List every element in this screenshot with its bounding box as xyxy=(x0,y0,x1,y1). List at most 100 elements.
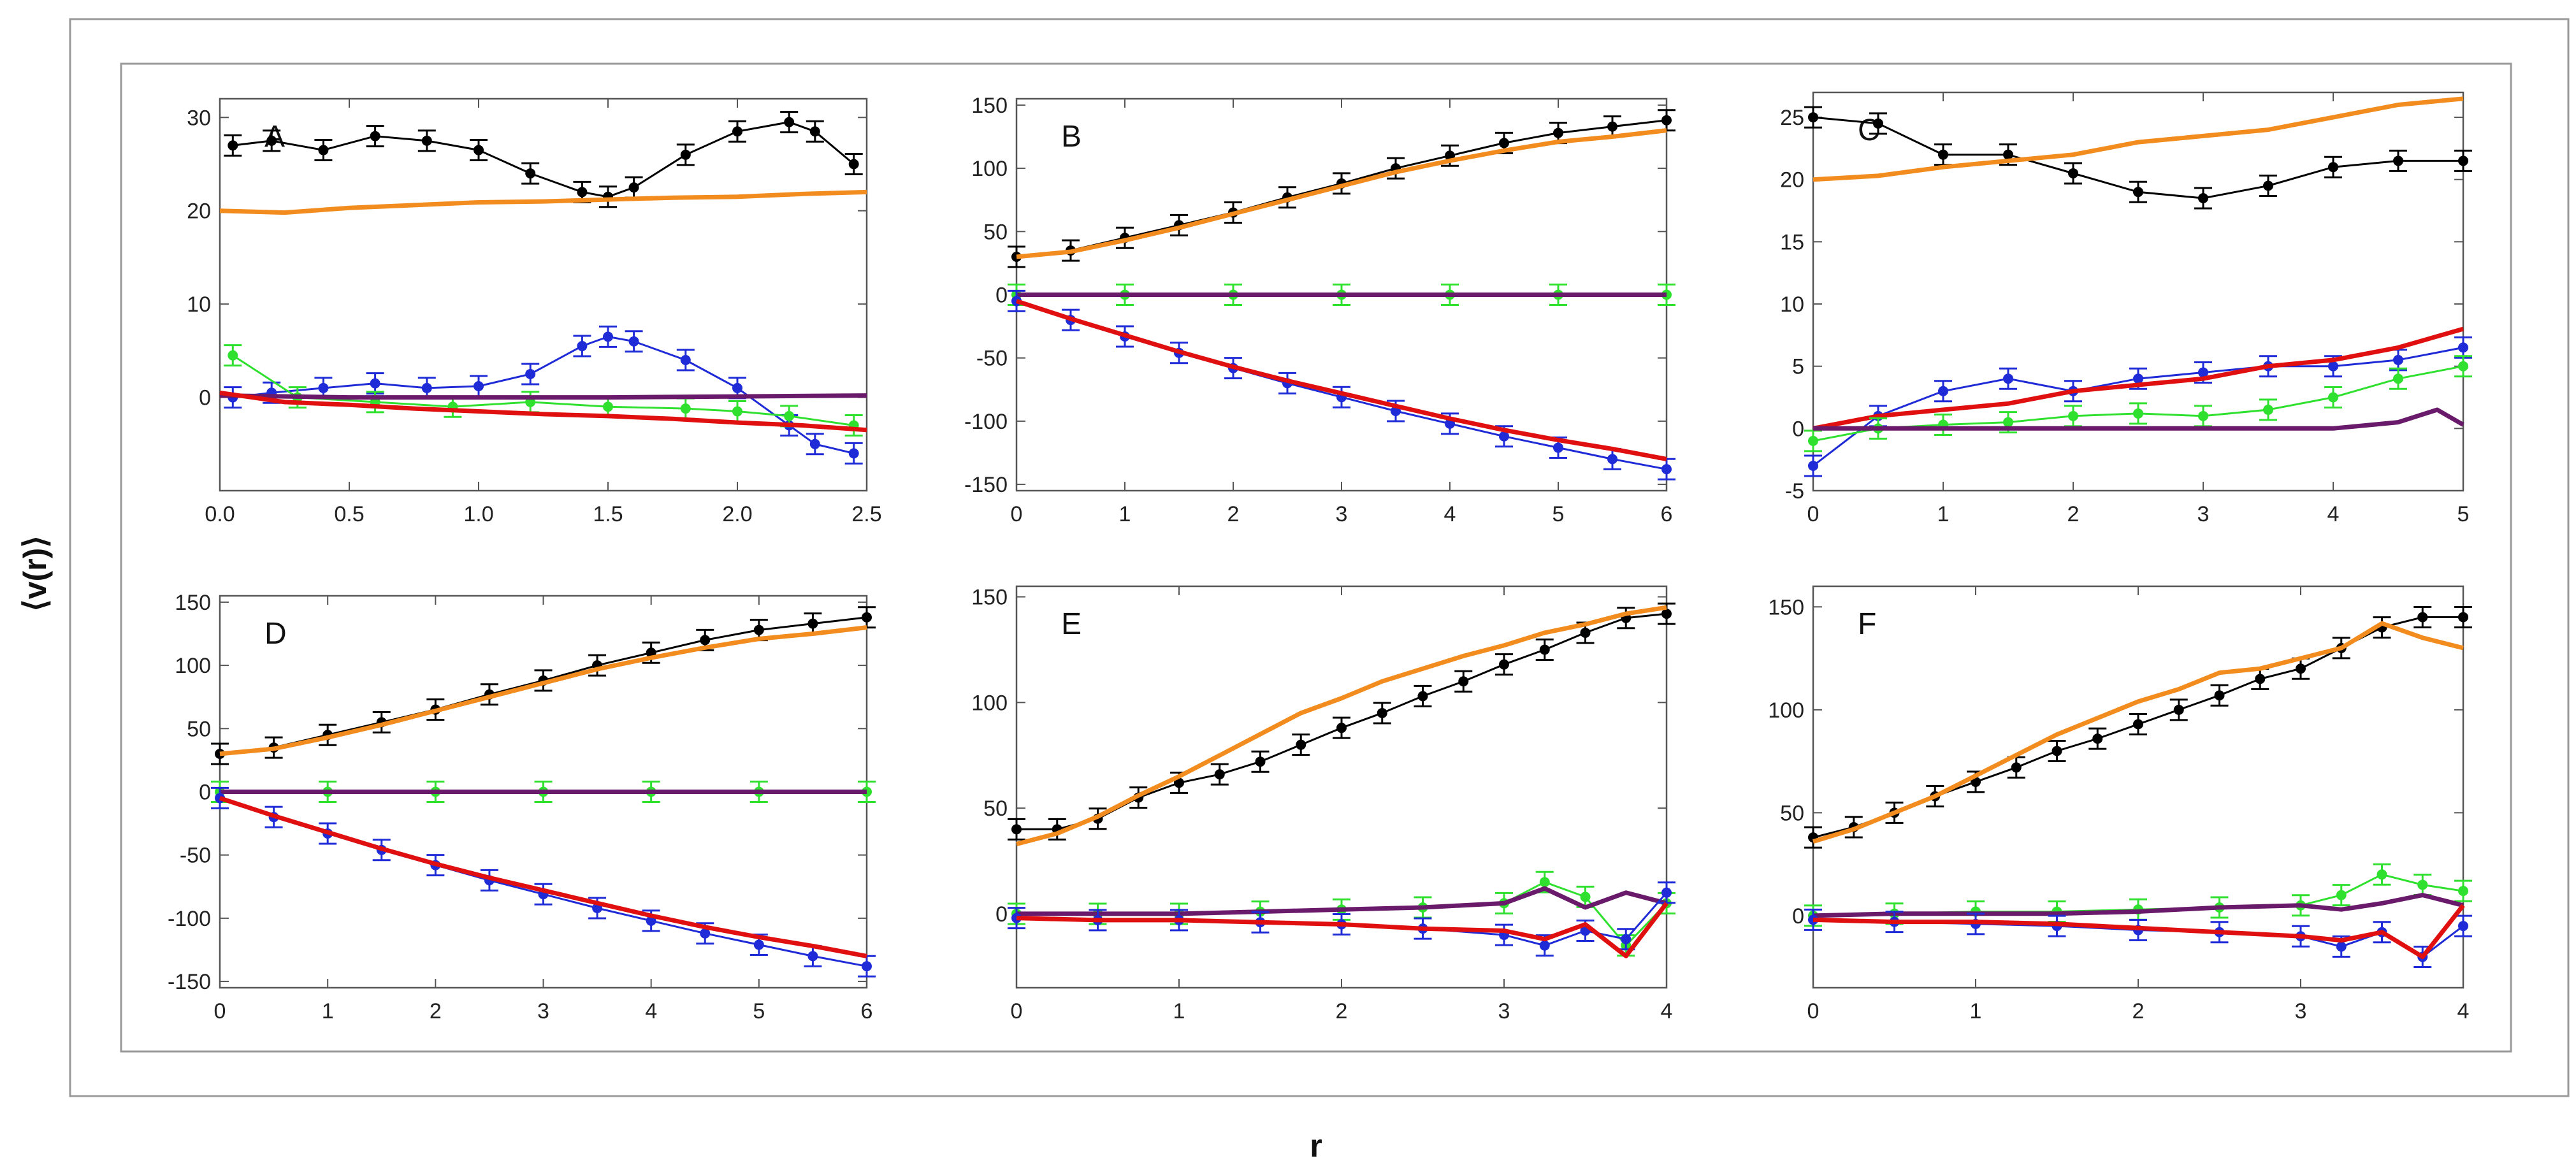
data-point xyxy=(2393,373,2403,384)
data-point xyxy=(2393,155,2403,166)
x-tick-label: 4 xyxy=(2327,502,2340,526)
data-point xyxy=(1621,934,1632,944)
data-point xyxy=(753,625,764,635)
series-line xyxy=(1016,605,1667,846)
data-point xyxy=(2458,886,2468,897)
data-point xyxy=(2003,373,2013,384)
series-line xyxy=(1813,326,2464,431)
panel-label: B xyxy=(1061,120,1082,154)
x-tick-label: 2 xyxy=(2132,999,2145,1023)
inner-frame xyxy=(120,62,2512,1053)
series-green-data xyxy=(1804,863,2472,927)
data-point xyxy=(1607,454,1617,465)
data-point xyxy=(1808,914,1818,925)
series-purple-model xyxy=(1813,893,2464,918)
data-point xyxy=(628,182,639,193)
y-tick-label: 150 xyxy=(971,586,1008,610)
x-tick-label: 4 xyxy=(645,999,657,1023)
data-point xyxy=(228,140,238,151)
x-tick-label: 1 xyxy=(1173,999,1185,1023)
data-point xyxy=(2133,187,2143,198)
data-point xyxy=(318,145,329,155)
data-point xyxy=(421,382,432,393)
data-point xyxy=(266,135,277,146)
y-tick-label: 50 xyxy=(983,797,1008,821)
data-point xyxy=(2133,719,2143,730)
data-point xyxy=(732,382,742,393)
data-point xyxy=(2214,690,2225,701)
x-tick-label: 2.0 xyxy=(722,502,752,526)
series-black-data xyxy=(224,111,863,208)
data-point xyxy=(2068,168,2078,178)
data-point xyxy=(1580,627,1591,638)
data-point xyxy=(700,928,711,939)
data-point xyxy=(1417,691,1428,702)
series-black-data xyxy=(1008,602,1675,841)
series-line xyxy=(219,625,867,756)
data-point xyxy=(1499,659,1509,670)
data-point xyxy=(784,410,795,421)
x-tick-label: 4 xyxy=(2457,999,2470,1023)
data-point xyxy=(2458,342,2468,353)
data-point xyxy=(603,331,613,342)
data-point xyxy=(809,126,820,137)
series-line xyxy=(1017,886,1667,916)
series-line xyxy=(219,393,867,400)
y-tick-label: -50 xyxy=(976,347,1008,371)
data-point xyxy=(2198,410,2208,421)
series-line xyxy=(1016,128,1667,259)
data-point xyxy=(2393,354,2403,365)
series-line xyxy=(219,390,867,433)
y-tick-label: -50 xyxy=(180,844,211,868)
y-tick-label: 10 xyxy=(1780,292,1804,317)
x-tick-label: 0 xyxy=(1807,999,1820,1023)
series-black-data xyxy=(211,606,876,765)
data-point xyxy=(474,381,484,391)
x-tick-label: 1 xyxy=(1119,502,1131,526)
data-point xyxy=(421,135,432,146)
data-point xyxy=(1296,739,1306,750)
data-point xyxy=(1458,676,1469,687)
x-tick-label: 0.5 xyxy=(334,502,364,526)
data-point xyxy=(577,341,588,352)
x-tick-label: 0 xyxy=(1011,999,1023,1023)
data-point xyxy=(2377,869,2387,880)
data-point xyxy=(1377,707,1387,718)
panel-E: 0 1 2 3 4 0 50 100 150 E xyxy=(971,586,1675,1023)
data-point xyxy=(370,378,380,389)
data-point xyxy=(1661,887,1672,898)
panels-group: 0.00.51.01.52.02.50102030A0123456-150-10… xyxy=(168,91,2472,1023)
data-point xyxy=(862,612,872,623)
series-line xyxy=(1813,904,2465,959)
x-tick-label: 3 xyxy=(1336,502,1348,526)
data-point xyxy=(862,961,872,972)
data-point xyxy=(1539,877,1550,888)
data-point xyxy=(807,618,818,629)
y-tick-label: 100 xyxy=(971,691,1008,715)
data-point xyxy=(2003,417,2013,428)
data-point xyxy=(1661,115,1672,126)
data-point xyxy=(753,939,764,950)
data-point xyxy=(1661,609,1672,619)
series-green-data xyxy=(1804,355,2472,452)
data-point xyxy=(228,350,238,361)
x-tick-label: 1.5 xyxy=(593,502,623,526)
x-tick-label: 1 xyxy=(1937,502,1950,526)
data-point xyxy=(2336,941,2347,952)
data-point xyxy=(1499,431,1509,442)
series-black-data xyxy=(1804,106,2472,210)
data-point xyxy=(2068,410,2078,421)
x-tick-label: 6 xyxy=(861,999,873,1023)
y-tick-label: 0 xyxy=(1792,417,1804,441)
x-tick-label: 0 xyxy=(1011,502,1023,526)
data-point xyxy=(2173,704,2184,715)
data-point xyxy=(1580,892,1591,902)
y-tick-label: -5 xyxy=(1785,479,1804,503)
x-tick-label: 6 xyxy=(1661,502,1673,526)
series-orange-model xyxy=(1016,128,1667,259)
y-tick-label: 50 xyxy=(1780,801,1804,825)
y-tick-label: 0 xyxy=(995,902,1008,927)
data-point xyxy=(1336,723,1347,733)
panel-label: C xyxy=(1858,113,1880,147)
